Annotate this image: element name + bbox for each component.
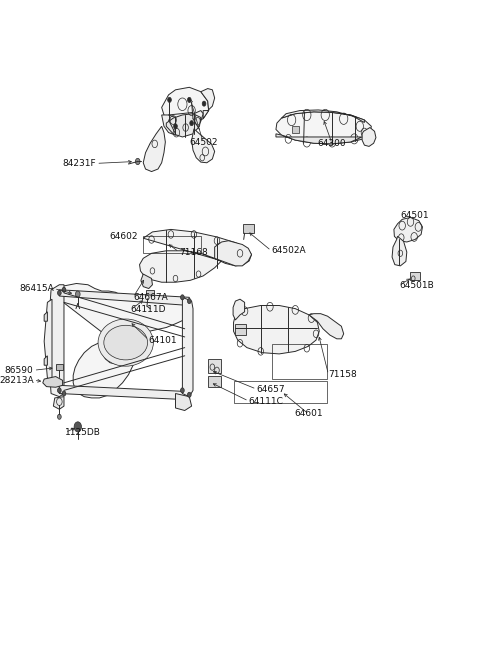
Bar — [208, 359, 221, 373]
Ellipse shape — [98, 319, 154, 366]
Text: 86415A: 86415A — [19, 284, 54, 293]
Polygon shape — [43, 377, 62, 387]
Polygon shape — [276, 112, 372, 144]
Bar — [143, 236, 201, 253]
Circle shape — [62, 288, 66, 292]
Text: 64501: 64501 — [400, 211, 429, 220]
Text: 84231F: 84231F — [62, 159, 96, 168]
Circle shape — [74, 422, 82, 432]
Circle shape — [168, 98, 171, 102]
Circle shape — [135, 159, 140, 164]
Polygon shape — [176, 394, 192, 411]
Polygon shape — [143, 126, 165, 172]
Text: 71158: 71158 — [328, 370, 357, 379]
Polygon shape — [51, 284, 188, 398]
Bar — [56, 364, 62, 370]
Text: 64657: 64657 — [257, 384, 285, 394]
Bar — [235, 324, 246, 335]
Polygon shape — [309, 314, 344, 339]
Text: 64667A: 64667A — [133, 293, 168, 302]
Text: 64111C: 64111C — [249, 396, 284, 405]
Text: 64300: 64300 — [318, 140, 347, 149]
Text: 64502A: 64502A — [271, 246, 306, 255]
Polygon shape — [44, 356, 48, 365]
Circle shape — [202, 101, 206, 106]
Text: 64111D: 64111D — [131, 305, 166, 314]
Ellipse shape — [104, 326, 148, 360]
Bar — [292, 126, 299, 132]
Polygon shape — [192, 129, 215, 162]
Polygon shape — [276, 134, 362, 144]
Polygon shape — [60, 290, 189, 305]
Polygon shape — [201, 88, 215, 119]
Circle shape — [188, 392, 191, 398]
Circle shape — [62, 391, 66, 396]
Polygon shape — [162, 87, 209, 125]
Bar — [145, 290, 154, 299]
Polygon shape — [182, 297, 193, 397]
Text: 86590: 86590 — [5, 365, 34, 375]
Circle shape — [180, 295, 184, 300]
Text: 1125DB: 1125DB — [65, 428, 101, 437]
Circle shape — [58, 388, 61, 393]
Polygon shape — [392, 236, 407, 266]
Polygon shape — [234, 305, 319, 354]
Circle shape — [180, 388, 184, 393]
Polygon shape — [394, 217, 422, 242]
Polygon shape — [362, 128, 376, 147]
Bar — [272, 344, 326, 379]
Bar — [208, 376, 221, 387]
Circle shape — [190, 121, 193, 126]
Polygon shape — [140, 229, 252, 282]
Circle shape — [188, 299, 191, 304]
Polygon shape — [215, 241, 252, 266]
Polygon shape — [60, 385, 189, 400]
Bar — [410, 272, 420, 280]
Circle shape — [188, 98, 191, 102]
Text: 64101: 64101 — [149, 335, 178, 345]
Polygon shape — [48, 285, 64, 397]
Bar — [243, 224, 254, 233]
Polygon shape — [281, 110, 364, 122]
Text: 64502: 64502 — [189, 138, 217, 147]
Bar — [234, 381, 326, 403]
Text: 64501B: 64501B — [399, 281, 434, 290]
Circle shape — [58, 290, 61, 295]
Polygon shape — [166, 114, 201, 137]
Circle shape — [58, 414, 61, 419]
Polygon shape — [53, 397, 64, 409]
Text: 64602: 64602 — [109, 232, 138, 241]
Polygon shape — [44, 299, 52, 381]
Circle shape — [174, 124, 177, 129]
Text: 28213A: 28213A — [0, 376, 34, 385]
Polygon shape — [44, 312, 48, 321]
Polygon shape — [233, 299, 245, 320]
Text: 71168: 71168 — [179, 248, 208, 257]
Polygon shape — [162, 111, 203, 135]
Circle shape — [75, 291, 80, 297]
Polygon shape — [141, 274, 153, 288]
Text: 64601: 64601 — [294, 409, 323, 418]
